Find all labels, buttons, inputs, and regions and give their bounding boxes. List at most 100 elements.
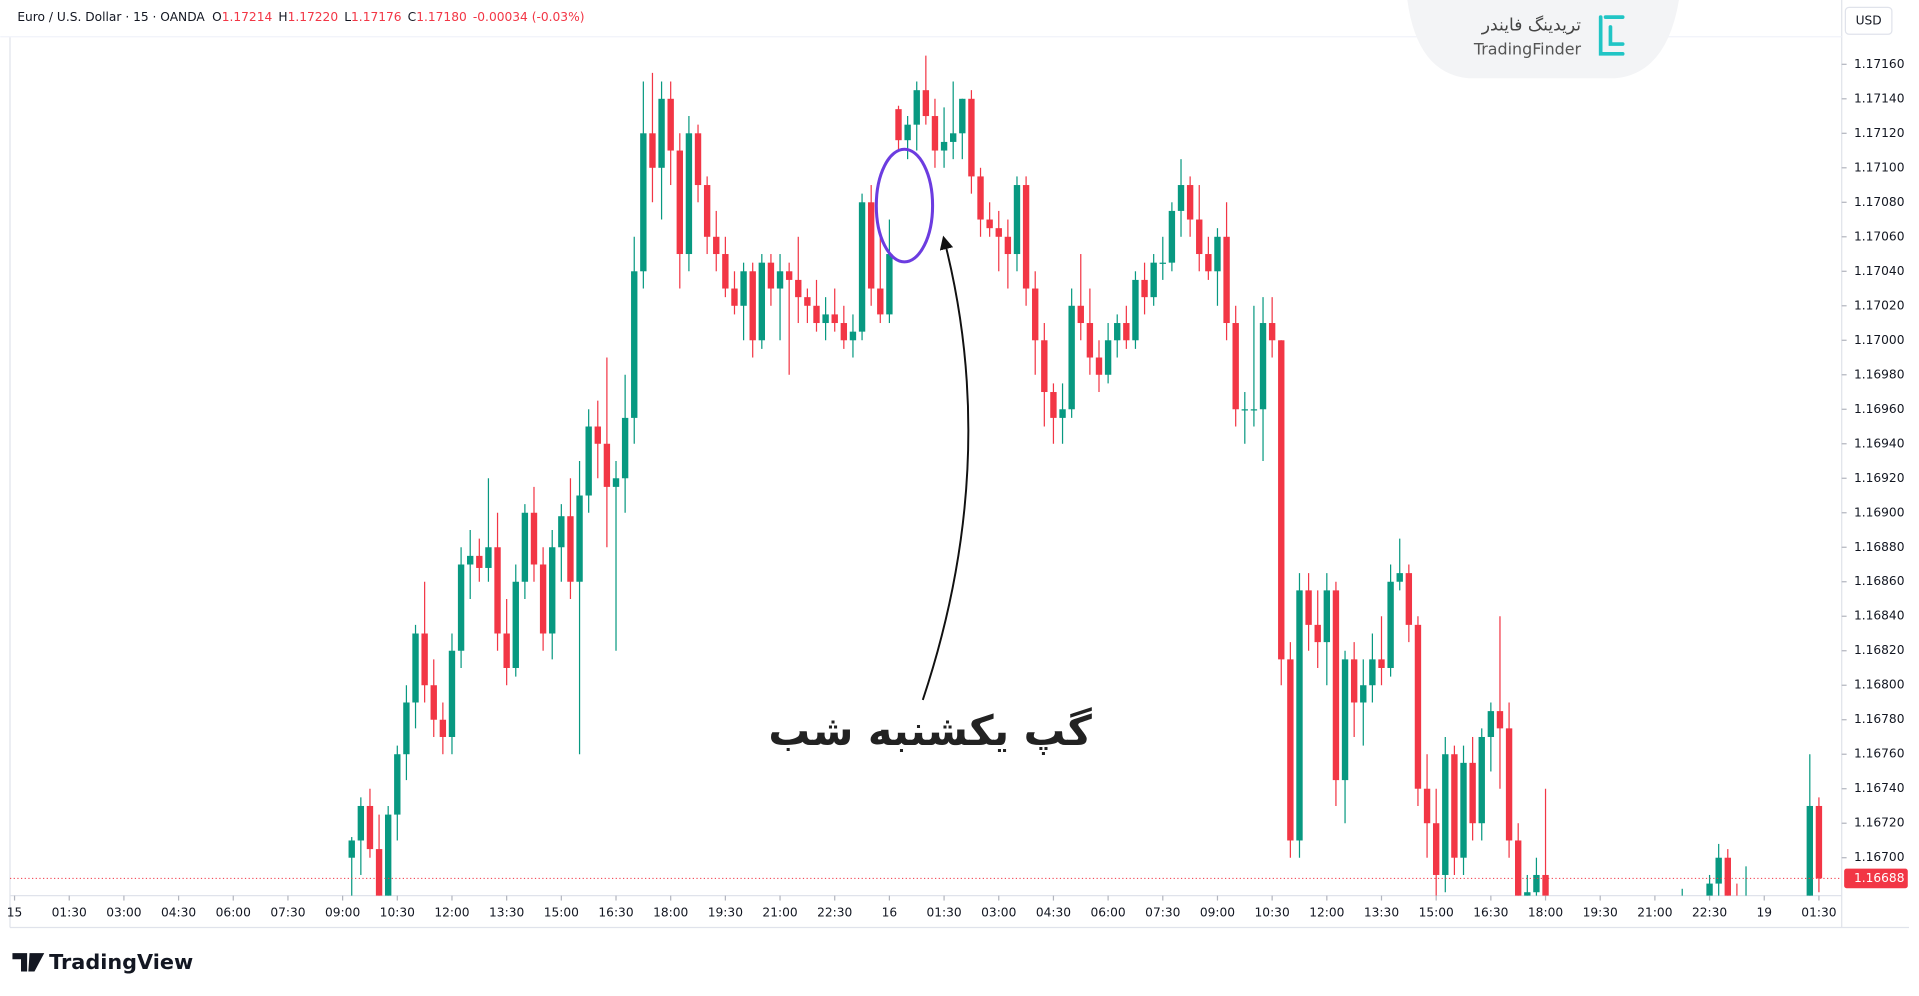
candle-body bbox=[795, 279, 802, 298]
candle-body bbox=[594, 426, 601, 444]
y-tick-label: 1.17000 bbox=[1854, 333, 1905, 347]
x-tick-label: 01:30 bbox=[926, 905, 961, 919]
y-tick-label: 1.16960 bbox=[1854, 402, 1905, 416]
x-tick-label: 09:00 bbox=[1200, 905, 1235, 919]
candle-body bbox=[1505, 728, 1513, 841]
candle-body bbox=[640, 133, 647, 272]
y-tick-label: 1.16700 bbox=[1854, 850, 1905, 864]
candle-body bbox=[631, 271, 638, 418]
candle-body bbox=[667, 98, 674, 151]
annotation: گپ یکشنبه شب bbox=[768, 706, 1092, 755]
candle-body bbox=[1086, 323, 1094, 358]
y-tick-label: 1.16760 bbox=[1854, 747, 1905, 761]
candle-body bbox=[1068, 305, 1075, 410]
ohlc-label: C bbox=[408, 10, 417, 24]
candle-body bbox=[1432, 823, 1440, 875]
y-tick-label: 1.16780 bbox=[1854, 712, 1905, 726]
candle-body bbox=[959, 98, 966, 134]
candle-body bbox=[375, 849, 383, 896]
candle-body bbox=[1414, 624, 1422, 789]
candle-body bbox=[849, 331, 857, 341]
candle-body bbox=[558, 516, 565, 548]
candle-body bbox=[1706, 883, 1713, 896]
candle-body bbox=[1533, 874, 1540, 893]
y-tick-label: 1.16940 bbox=[1854, 436, 1905, 450]
x-tick-label: 22:30 bbox=[1692, 905, 1727, 919]
candle-body bbox=[1114, 323, 1121, 341]
candle-body bbox=[831, 314, 838, 324]
candle-body bbox=[713, 236, 720, 255]
x-tick-label: 12:00 bbox=[1309, 905, 1344, 919]
candle-body bbox=[658, 98, 665, 168]
watermark-persian: تریدینگ فایندر bbox=[1481, 15, 1582, 36]
x-tick-label: 19 bbox=[1756, 905, 1772, 919]
candle-body bbox=[813, 305, 820, 324]
y-tick-label: 1.17040 bbox=[1854, 264, 1905, 278]
y-tick-label: 1.16900 bbox=[1854, 505, 1905, 519]
last-price-label: 1.16688 bbox=[1854, 871, 1905, 885]
candle-body bbox=[503, 633, 510, 668]
x-tick-label: 19:30 bbox=[708, 905, 743, 919]
tv-logo-icon bbox=[12, 953, 45, 972]
candle-body bbox=[776, 271, 784, 289]
candle-body bbox=[430, 685, 437, 720]
candle-body bbox=[1487, 711, 1495, 737]
candle-body bbox=[649, 133, 656, 168]
candle-body bbox=[521, 512, 529, 582]
x-tick-label: 06:00 bbox=[1091, 905, 1126, 919]
candle-body bbox=[1287, 659, 1294, 841]
candle-body bbox=[1405, 573, 1413, 625]
candle-body bbox=[366, 805, 374, 850]
last-price-box bbox=[1844, 868, 1908, 889]
candle-body bbox=[1360, 685, 1367, 703]
ohlc-value: 1.17214 bbox=[222, 10, 273, 24]
candle-body bbox=[1815, 805, 1823, 879]
candle-body bbox=[384, 814, 392, 896]
candle-body bbox=[539, 564, 547, 634]
y-tick-label: 1.17100 bbox=[1854, 160, 1905, 174]
candle-body bbox=[348, 840, 355, 858]
x-tick-label: 21:00 bbox=[762, 905, 797, 919]
change: -0.00034 (-0.03%) bbox=[473, 10, 585, 24]
candle-body bbox=[403, 702, 410, 755]
candle-body bbox=[1032, 288, 1039, 341]
candle-body bbox=[439, 719, 447, 737]
candle-body bbox=[804, 297, 811, 306]
candles bbox=[348, 55, 1823, 896]
x-tick-label: 19:30 bbox=[1583, 905, 1618, 919]
candle-body bbox=[421, 633, 428, 686]
candle-body bbox=[886, 254, 893, 315]
ohlc-label: L bbox=[344, 10, 351, 24]
candle-body bbox=[457, 564, 465, 651]
candle-body bbox=[621, 417, 629, 479]
candle-body bbox=[740, 271, 747, 306]
candle-body bbox=[1323, 590, 1331, 643]
candle-body bbox=[1205, 254, 1212, 272]
candle-body bbox=[722, 254, 729, 289]
candle-body bbox=[1350, 659, 1358, 703]
y-tick-label: 1.16840 bbox=[1854, 609, 1905, 623]
x-tick-label: 13:30 bbox=[489, 905, 524, 919]
candle-body bbox=[1196, 219, 1203, 255]
currency: USD bbox=[1856, 13, 1882, 27]
x-tick-label: 06:00 bbox=[216, 905, 251, 919]
candle-body bbox=[731, 288, 738, 306]
candle-body bbox=[968, 98, 975, 177]
candle-body bbox=[1150, 262, 1157, 298]
candle-body bbox=[448, 650, 456, 737]
candle-body bbox=[357, 805, 365, 841]
candle-body bbox=[1724, 857, 1731, 896]
candle-body bbox=[676, 150, 683, 255]
candle-body bbox=[1095, 357, 1103, 375]
candle-body bbox=[822, 314, 829, 324]
y-tick-label: 1.16880 bbox=[1854, 540, 1905, 554]
candle-body bbox=[1077, 305, 1084, 324]
candle-body bbox=[1278, 340, 1285, 660]
candle-body bbox=[1460, 762, 1467, 858]
y-tick-label: 1.16860 bbox=[1854, 574, 1905, 588]
candle-body bbox=[485, 547, 492, 568]
candle-body bbox=[785, 271, 793, 280]
x-tick-label: 18:00 bbox=[1528, 905, 1563, 919]
candle-body bbox=[1259, 323, 1267, 410]
